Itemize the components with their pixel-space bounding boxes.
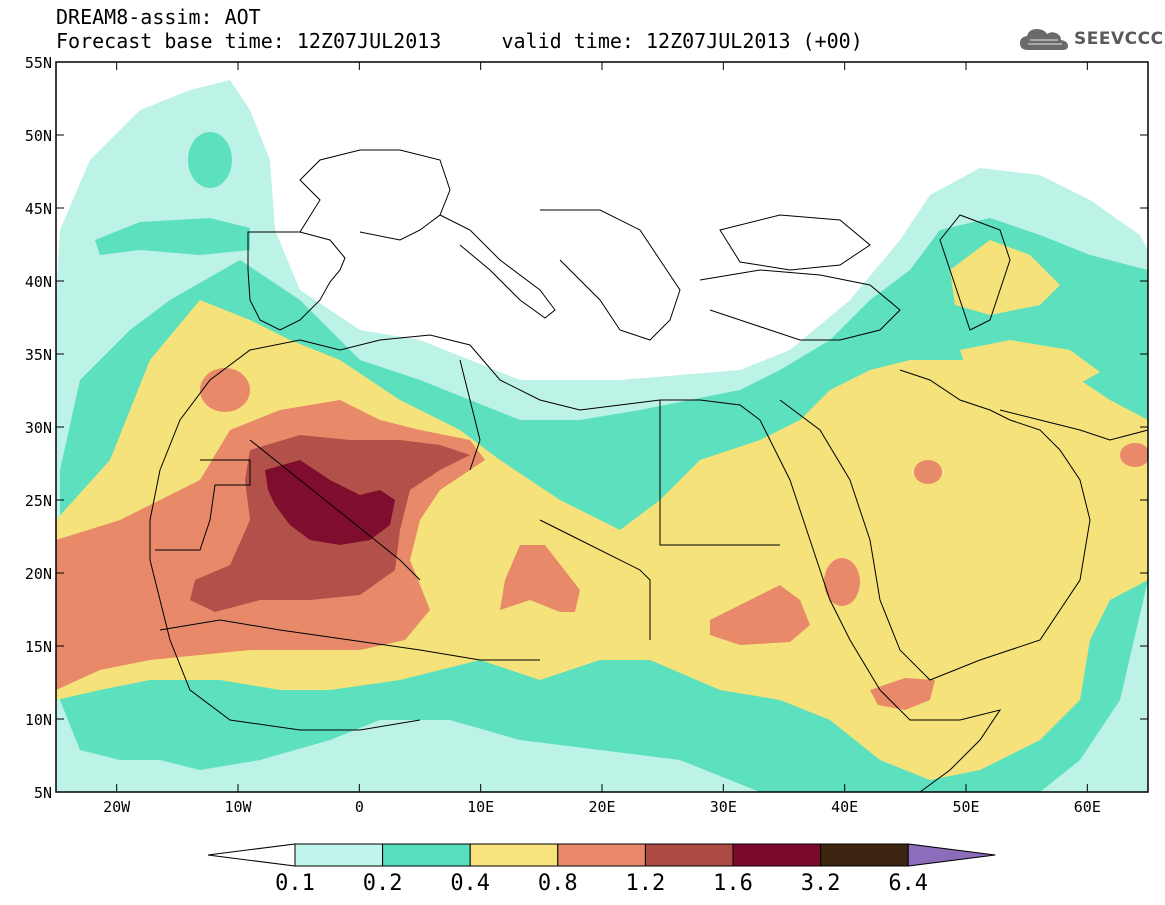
colorbar-label: 0.4	[450, 871, 490, 896]
axis-ticks: 55N 50N 45N 40N 35N 30N 25N 20N 15N 10N 5N 20W 10W 0 1…	[25, 54, 1148, 816]
border-morocco	[155, 459, 251, 551]
coastline-north-africa	[159, 334, 761, 471]
lat-tick-label: 35N	[25, 346, 52, 364]
aot-patch-0-8-sudan	[710, 585, 810, 645]
lat-tick-label: 10N	[25, 711, 52, 729]
lat-tick-label: 25N	[25, 492, 52, 510]
colorbar-cell	[820, 843, 909, 867]
colorbar-label: 0.8	[538, 871, 578, 896]
colorbar-cell	[469, 843, 559, 867]
colorbar-label: 0.1	[275, 871, 315, 896]
logo-text: SEEVCCC	[1074, 29, 1164, 49]
coastline-persian-gulf	[999, 409, 1148, 441]
colorbar-over-arrow	[907, 843, 996, 867]
lon-tick-label: 10E	[467, 798, 494, 816]
lat-tick-label: 30N	[25, 419, 52, 437]
coastline-horn	[879, 689, 1002, 792]
border-algeria-libya	[459, 359, 481, 471]
lon-tick-label: 10W	[224, 798, 252, 816]
colorbar-cell	[557, 843, 646, 867]
lat-tick-label: 20N	[25, 565, 52, 583]
lon-tick-label: 60E	[1074, 798, 1101, 816]
border-egypt-sudan	[659, 400, 780, 546]
aot-field	[56, 80, 1148, 792]
coastlines	[149, 149, 1148, 792]
border-chad	[539, 519, 651, 640]
lat-tick-label: 50N	[25, 127, 52, 145]
aot-band-1-6	[265, 460, 395, 545]
coastline-italy	[439, 214, 556, 319]
coastline-arabia	[779, 369, 1091, 681]
coastline-caspian	[939, 214, 1011, 331]
aot-patch-0-8-gulf	[1120, 443, 1148, 467]
colorbar-label: 1.2	[626, 871, 666, 896]
lat-tick-label: 40N	[25, 273, 52, 291]
border-algeria-mali	[249, 439, 421, 581]
seevccc-logo: SEEVCCC	[1018, 26, 1164, 52]
aot-patch-0-2-atlantic	[95, 218, 250, 255]
colorbar-cell	[382, 843, 471, 867]
lon-tick-label: 50E	[952, 798, 979, 816]
colorbar-label: 0.2	[363, 871, 403, 896]
colorbar-cell	[294, 843, 384, 867]
coastline-red-sea	[759, 419, 881, 691]
colorbar-label: 1.6	[713, 871, 753, 896]
lat-tick-label: 55N	[25, 54, 52, 72]
aot-patch-0-8-chad	[500, 545, 580, 612]
map-title: DREAM8-assim: AOT	[56, 5, 261, 29]
colorbar-label: 6.4	[888, 871, 928, 896]
coastline-balkans-greece	[540, 209, 681, 341]
border-sahel	[159, 619, 540, 661]
lat-tick-label: 45N	[25, 200, 52, 218]
lon-tick-label: 20W	[103, 798, 131, 816]
aot-patch-0-8-sahara-west	[200, 368, 250, 412]
colorbar-under-arrow	[207, 843, 296, 867]
lat-tick-label: 15N	[25, 638, 52, 656]
cloud-icon	[1020, 29, 1068, 50]
colorbar-cell	[644, 843, 734, 867]
lat-tick-label: 5N	[34, 784, 52, 802]
aot-patch-0-8-arabia	[914, 460, 942, 484]
aot-patch-0-2-north	[188, 132, 232, 188]
coastline-black-sea	[719, 214, 871, 271]
aot-patch-0-4-iran	[960, 340, 1100, 395]
colorbar-label: 3.2	[801, 871, 841, 896]
coastline-iberia	[247, 231, 346, 331]
colorbar-cell	[732, 843, 822, 867]
lon-tick-label: 40E	[831, 798, 858, 816]
coastline-france	[299, 149, 451, 241]
lon-tick-label: 30E	[710, 798, 737, 816]
lon-tick-label: 20E	[588, 798, 615, 816]
aot-colorbar: 0.1 0.2 0.4 0.8 1.2 1.6 3.2 6.4	[207, 843, 996, 896]
coastline-west-africa	[149, 469, 421, 731]
aot-patch-0-8-redsea	[824, 558, 860, 606]
aot-patch-0-8-yemen	[870, 678, 935, 710]
lon-tick-label: 0	[355, 798, 364, 816]
map-time-info: Forecast base time: 12Z07JUL2013 valid t…	[56, 29, 863, 53]
coastline-turkey	[699, 269, 901, 341]
aot-patch-0-4-caspian	[950, 240, 1060, 315]
